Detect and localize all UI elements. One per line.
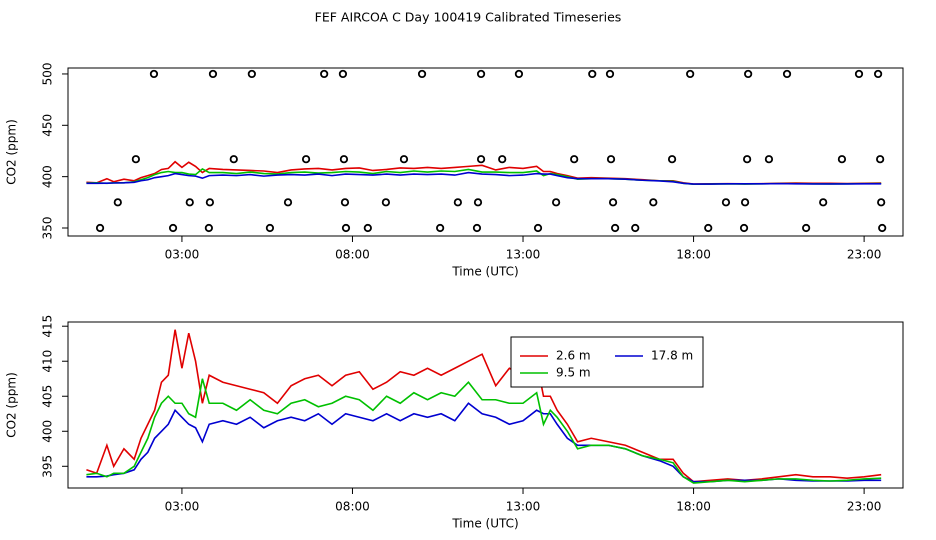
series-line (86, 329, 882, 483)
series-line (86, 402, 882, 483)
flag-point (588, 69, 597, 79)
flag-point (877, 198, 886, 207)
chart-title: FEF AIRCOA C Day 100419 Calibrated Times… (315, 10, 622, 25)
flag-point (802, 223, 811, 233)
y-tick-label: 395 (41, 455, 55, 478)
y-tick-label: 400 (41, 165, 55, 188)
series-line (86, 171, 882, 185)
y-tick-label: 405 (41, 385, 55, 408)
y-tick-label: 500 (41, 63, 55, 86)
flag-point (514, 69, 524, 79)
flag-point (608, 198, 618, 207)
flag-point (301, 155, 311, 164)
flag-point (436, 223, 445, 233)
flag-point (721, 198, 731, 207)
legend-label: 17.8 m (651, 349, 693, 363)
flag-point (764, 155, 774, 164)
x-axis-title: Time (UTC) (451, 265, 518, 279)
flag-point (417, 69, 427, 79)
flag-point (363, 223, 372, 233)
flag-point (552, 198, 561, 207)
flag-point (229, 155, 238, 164)
flag-point (744, 69, 753, 79)
flag-point (476, 155, 486, 164)
x-tick-label: 13:00 (506, 248, 541, 262)
y-tick-label: 415 (41, 315, 55, 338)
flag-point (381, 198, 391, 207)
flag-point (113, 198, 122, 207)
series-line (86, 160, 882, 185)
flag-point (149, 69, 159, 79)
flag-point (265, 223, 275, 233)
flag-point (570, 155, 579, 164)
x-tick-label: 23:00 (847, 248, 882, 262)
flag-point (649, 198, 658, 207)
x-tick-label: 13:00 (506, 500, 541, 514)
flag-point (283, 198, 293, 207)
y-tick-label: 350 (41, 217, 55, 240)
flag-point (247, 69, 256, 79)
flag-point (472, 223, 482, 233)
flag-point (837, 155, 847, 164)
plot-frame (67, 67, 904, 237)
flag-point (95, 223, 105, 233)
x-tick-label: 23:00 (847, 500, 882, 514)
y-tick-label: 410 (41, 350, 55, 373)
flag-point (819, 198, 828, 207)
flag-point (341, 223, 351, 233)
flag-point (338, 69, 348, 79)
x-tick-label: 03:00 (165, 500, 200, 514)
x-tick-label: 08:00 (335, 248, 370, 262)
flag-point (743, 155, 752, 164)
flag-point (533, 223, 543, 233)
flag-point (740, 198, 750, 207)
flag-point (339, 155, 349, 164)
x-tick-label: 08:00 (335, 500, 370, 514)
flag-point (453, 198, 462, 207)
flag-point (686, 69, 695, 79)
x-tick-label: 18:00 (676, 500, 711, 514)
flag-point (704, 223, 713, 233)
x-tick-label: 18:00 (676, 248, 711, 262)
flag-point (208, 69, 218, 79)
flag-point (131, 155, 140, 164)
flag-point (473, 198, 483, 207)
legend-label: 9.5 m (556, 366, 591, 380)
flag-point (399, 155, 409, 164)
flag-point (204, 223, 213, 233)
y-axis-title: CO2 (ppm) (5, 372, 19, 438)
flag-point (854, 69, 864, 79)
flag-point (667, 155, 677, 164)
legend-box (510, 336, 704, 388)
y-tick-label: 450 (41, 114, 55, 137)
y-axis-title: CO2 (ppm) (5, 119, 19, 185)
flag-point (605, 69, 615, 79)
plot-frame (67, 321, 904, 489)
legend-label: 2.6 m (556, 349, 591, 363)
flag-point (320, 69, 329, 79)
flag-point (739, 223, 749, 233)
flag-point (606, 155, 616, 164)
flag-point (340, 198, 350, 207)
flag-point (168, 223, 178, 233)
flag-point (876, 155, 885, 164)
flag-point (611, 223, 620, 233)
series-line (86, 378, 882, 484)
flag-point (476, 69, 486, 79)
flag-point (874, 69, 883, 79)
y-tick-label: 400 (41, 420, 55, 443)
flag-point (878, 223, 887, 233)
flag-point (498, 155, 507, 164)
flag-point (205, 198, 214, 207)
x-tick-label: 03:00 (165, 248, 200, 262)
x-axis-title: Time (UTC) (451, 517, 518, 531)
flag-point (185, 198, 194, 207)
flag-point (631, 223, 640, 233)
flag-point (782, 69, 792, 79)
